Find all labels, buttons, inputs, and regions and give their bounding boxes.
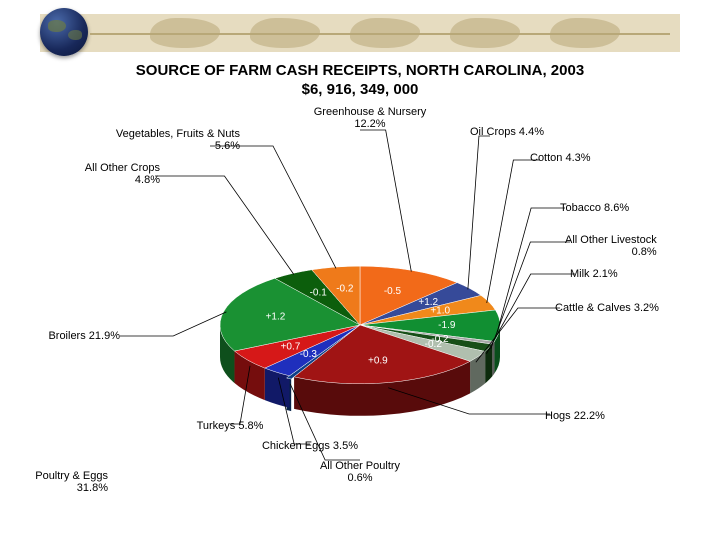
pie-side: [492, 341, 494, 376]
title-line1: SOURCE OF FARM CASH RECEIPTS, NORTH CARO…: [136, 62, 584, 79]
leader-line: [120, 312, 226, 336]
title-line2: $6, 916, 349, 000: [302, 81, 419, 98]
delta-label: +0.7: [281, 341, 301, 352]
label-chickeneggs: Chicken Eggs 3.5%: [240, 440, 380, 452]
delta-label: -1.9: [438, 320, 456, 331]
label-cattle: Cattle & Calves 3.2%: [555, 302, 659, 314]
leader-line: [491, 242, 570, 349]
label-othercrops: All Other Crops 4.8%: [40, 162, 160, 186]
delta-label: +1.0: [430, 306, 450, 317]
label-oilcrops: Oil Crops 4.4%: [470, 126, 544, 138]
label-broilers: Broilers 21.9%: [10, 330, 120, 342]
label-milk: Milk 2.1%: [570, 268, 618, 280]
label-cotton: Cotton 4.3%: [530, 152, 591, 164]
delta-label: -0.5: [384, 286, 402, 297]
delta-label: -0.1: [310, 288, 328, 299]
divider-line: [90, 33, 670, 35]
label-tobacco: Tobacco 8.6%: [560, 202, 629, 214]
pie-chart: -0.5+1.2+1.0-1.9-0.2-0.2+0.9-0.3+0.7+1.2…: [0, 100, 720, 520]
delta-label: -0.3: [300, 349, 318, 360]
leader-line: [155, 176, 294, 275]
label-vegfruits: Vegetables, Fruits & Nuts 5.6%: [80, 128, 240, 152]
delta-label: +0.9: [368, 355, 388, 366]
label-otherlivestock: All Other Livestock 0.8%: [565, 234, 657, 258]
delta-label: +1.2: [266, 311, 286, 322]
label-greenhouse: Greenhouse & Nursery 12.2%: [300, 106, 440, 130]
label-poultry-aggregate: Poultry & Eggs 31.8%: [8, 470, 108, 494]
label-hogs: Hogs 22.2%: [545, 410, 605, 422]
page-title: SOURCE OF FARM CASH RECEIPTS, NORTH CARO…: [0, 62, 720, 100]
leader-line: [468, 136, 490, 289]
delta-label: -0.2: [425, 339, 443, 350]
globe-icon: [40, 8, 88, 56]
leader-line: [210, 146, 336, 268]
leader-line: [487, 160, 540, 303]
delta-label: -0.2: [336, 284, 354, 295]
label-turkeys: Turkeys 5.8%: [170, 420, 290, 432]
leader-line: [360, 130, 411, 272]
label-otherpoultry: All Other Poultry 0.6%: [290, 460, 430, 484]
